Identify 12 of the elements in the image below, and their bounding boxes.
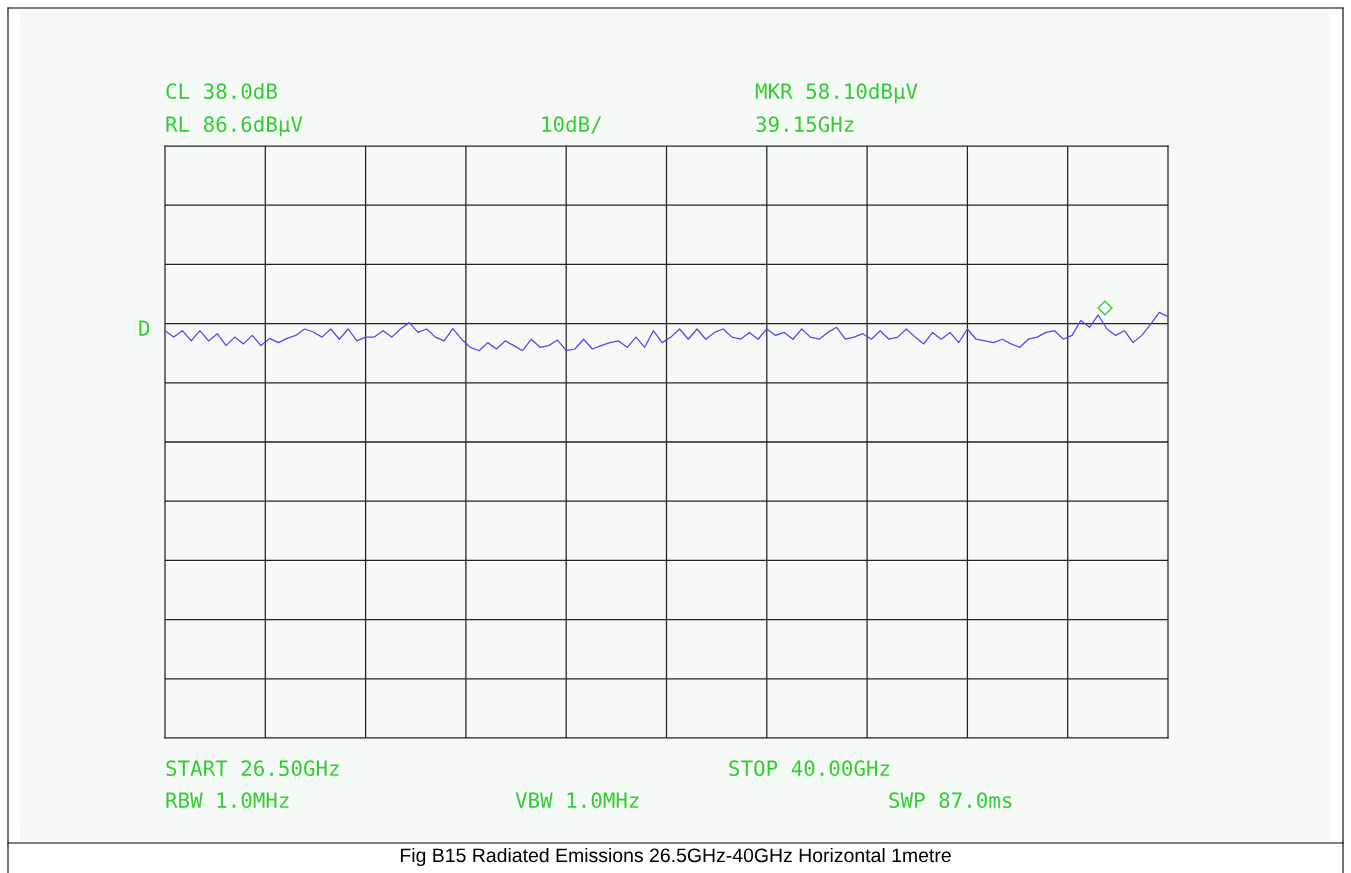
text: Fig B15 Radiated Emissions 26.5GHz-40GHz Horizontal 1metre [400,847,951,867]
text: RL 86.6dBμV [166,115,303,137]
text: 10dB/ [542,115,602,134]
text: 39.15GHz [756,116,854,133]
text: RBW 1.0MHz [166,792,289,809]
text: CL 38.0dB [166,82,277,100]
text: STOP 40.00GHz [729,760,890,777]
text: VBW 1.0MHz [515,792,639,809]
text: D [139,320,150,336]
text: SWP 87.0ms [889,792,1012,809]
text: START 26.50GHz [166,760,339,777]
text: MKR 58.10dBμV [755,82,918,104]
